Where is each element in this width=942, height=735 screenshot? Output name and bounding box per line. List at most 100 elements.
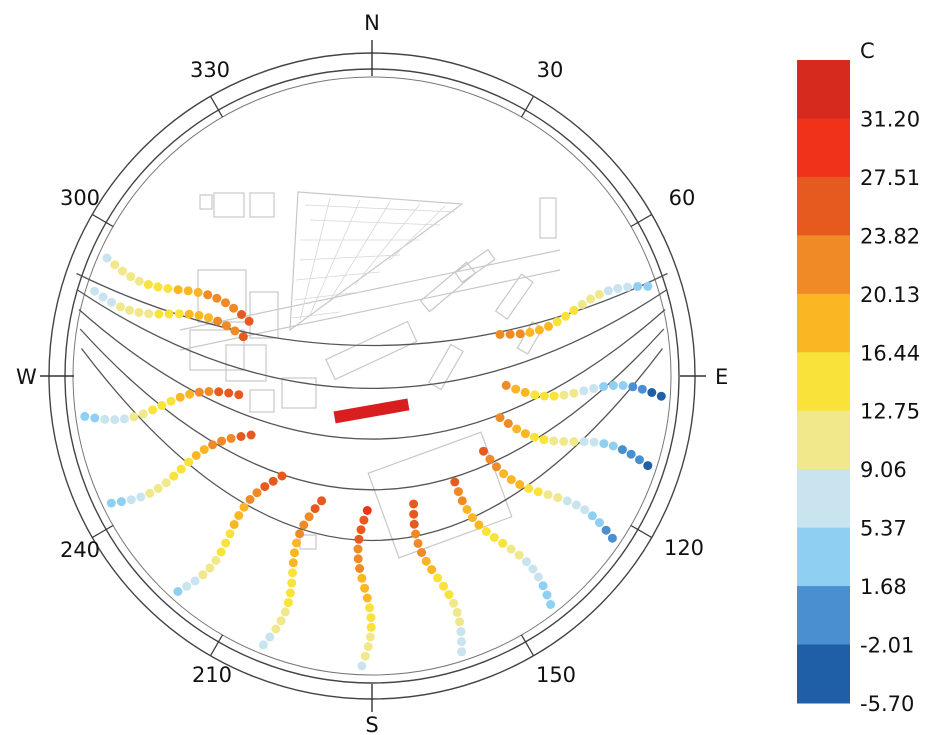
temperature-point — [543, 490, 553, 500]
north-label: N — [364, 11, 380, 35]
temperature-point — [559, 390, 569, 400]
temperature-point — [553, 493, 563, 503]
temperature-point — [244, 316, 254, 326]
temperature-point — [355, 564, 365, 573]
temperature-point — [292, 538, 301, 548]
temperature-point — [571, 500, 581, 510]
temperature-point — [357, 661, 367, 671]
temperature-point — [225, 529, 235, 539]
azimuth-300-label: 300 — [60, 186, 100, 210]
temperature-point — [481, 527, 491, 536]
temperature-point — [599, 382, 609, 391]
colorbar-tick-label: -5.70 — [860, 692, 914, 716]
temperature-point — [409, 499, 419, 509]
temperature-point — [238, 332, 248, 342]
temperature-point — [161, 478, 171, 488]
temperature-point — [520, 429, 530, 439]
temperature-point — [635, 455, 644, 465]
temperature-point — [365, 632, 375, 642]
temperature-point — [520, 387, 530, 397]
temperature-point — [126, 272, 136, 282]
temperature-point — [134, 308, 144, 317]
temperature-point — [229, 303, 239, 313]
temperature-point — [462, 505, 472, 514]
temperature-point — [594, 289, 604, 299]
temperature-point — [226, 433, 236, 443]
subject-building — [333, 398, 410, 424]
temperature-point — [265, 632, 275, 642]
temperature-point — [577, 300, 587, 309]
temperature-point — [455, 617, 465, 627]
temperature-point — [129, 412, 139, 422]
temperature-point — [191, 451, 201, 460]
temperature-point — [268, 476, 278, 486]
temperature-point — [599, 439, 609, 449]
temperature-point — [534, 325, 544, 335]
temperature-point — [626, 449, 636, 459]
temperature-point — [285, 588, 295, 598]
temperature-point — [549, 391, 559, 401]
temperature-point — [183, 286, 193, 296]
temperature-point — [106, 498, 116, 508]
temperature-point — [119, 414, 129, 424]
temperature-point — [559, 437, 569, 446]
temperature-point — [515, 480, 525, 489]
temperature-point — [353, 544, 363, 554]
temperature-point — [569, 305, 579, 315]
temperature-point — [204, 313, 213, 323]
temperature-point — [199, 445, 209, 455]
temperature-point — [524, 484, 534, 493]
temperature-point — [530, 390, 540, 400]
temperature-point — [528, 564, 538, 574]
temperature-point — [175, 392, 185, 402]
temperature-point — [530, 432, 539, 442]
temperature-point — [503, 419, 513, 428]
temperature-point — [258, 640, 268, 650]
temperature-point — [212, 293, 222, 303]
azimuth-240-label: 240 — [60, 538, 100, 562]
west-label: W — [16, 365, 37, 389]
temperature-point — [522, 557, 531, 567]
temperature-point — [608, 381, 618, 390]
temperature-point — [237, 310, 246, 319]
temperature-point — [360, 583, 370, 593]
temperature-point — [637, 384, 647, 394]
temperature-point — [134, 276, 144, 286]
colorbar-swatch — [797, 410, 850, 470]
azimuth-tick — [520, 634, 535, 657]
temperature-point — [80, 411, 90, 421]
temperature-point — [539, 435, 549, 445]
temperature-point — [492, 462, 501, 472]
azimuth-tick — [91, 213, 114, 228]
outer-ring — [48, 52, 696, 700]
temperature-point — [90, 413, 100, 423]
temperature-point — [304, 512, 314, 522]
temperature-point — [580, 505, 590, 515]
temperature-point — [98, 292, 108, 302]
temperature-point — [317, 496, 327, 506]
colorbar-swatch — [797, 235, 850, 295]
colorbar-swatch — [797, 469, 850, 529]
temperature-point — [613, 283, 623, 293]
temperature-point — [145, 488, 155, 498]
temperature-point — [221, 321, 231, 331]
temperature-point — [153, 484, 163, 493]
temperature-point — [439, 581, 448, 591]
horizon-ring — [72, 76, 672, 676]
temperature-point — [561, 311, 571, 321]
colorbar-swatch — [797, 644, 850, 704]
temperature-point — [542, 590, 552, 600]
temperature-point — [512, 424, 522, 434]
temperature-point — [234, 390, 244, 400]
temperature-point — [628, 382, 638, 392]
colorbar-swatch — [797, 118, 850, 178]
colorbar: C 31.20 27.51 23.82 20.13 16.44 12.75 9.06 5.37… — [797, 39, 920, 716]
temperature-point — [110, 415, 120, 425]
azimuth-150-label: 150 — [536, 663, 576, 687]
temperature-point — [595, 518, 604, 528]
temperature-point — [366, 613, 376, 623]
temperature-point — [498, 538, 508, 548]
temperature-point — [116, 497, 126, 507]
temperature-point — [110, 260, 120, 270]
